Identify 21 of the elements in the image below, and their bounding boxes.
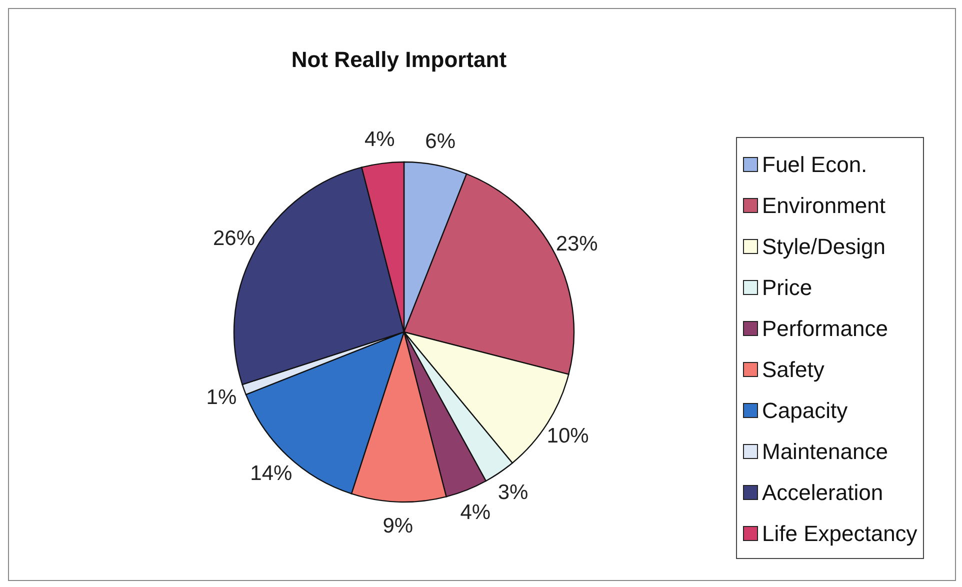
legend-label: Acceleration [762, 480, 884, 506]
legend-label: Style/Design [762, 234, 886, 260]
data-label: 10% [546, 424, 589, 448]
data-label: 4% [460, 500, 491, 524]
data-label: 4% [364, 128, 395, 152]
data-label: 14% [250, 462, 292, 485]
data-label: 26% [212, 227, 256, 250]
data-label: 6% [425, 130, 456, 153]
data-label: 3% [498, 480, 528, 504]
legend-label: Maintenance [762, 438, 888, 464]
chart-title: Not Really Important [290, 47, 508, 73]
data-label: 1% [206, 386, 237, 410]
legend-label: Environment [762, 192, 886, 218]
legend-label: Safety [762, 356, 824, 382]
legend-label: Capacity [762, 398, 848, 424]
legend-label: Fuel Econ. [762, 152, 868, 178]
legend-label: Performance [762, 316, 888, 342]
data-label: 23% [556, 232, 598, 256]
legend-label: Price [762, 274, 812, 300]
legend-label: Life Expectancy [762, 520, 918, 546]
data-label: 9% [382, 514, 414, 538]
